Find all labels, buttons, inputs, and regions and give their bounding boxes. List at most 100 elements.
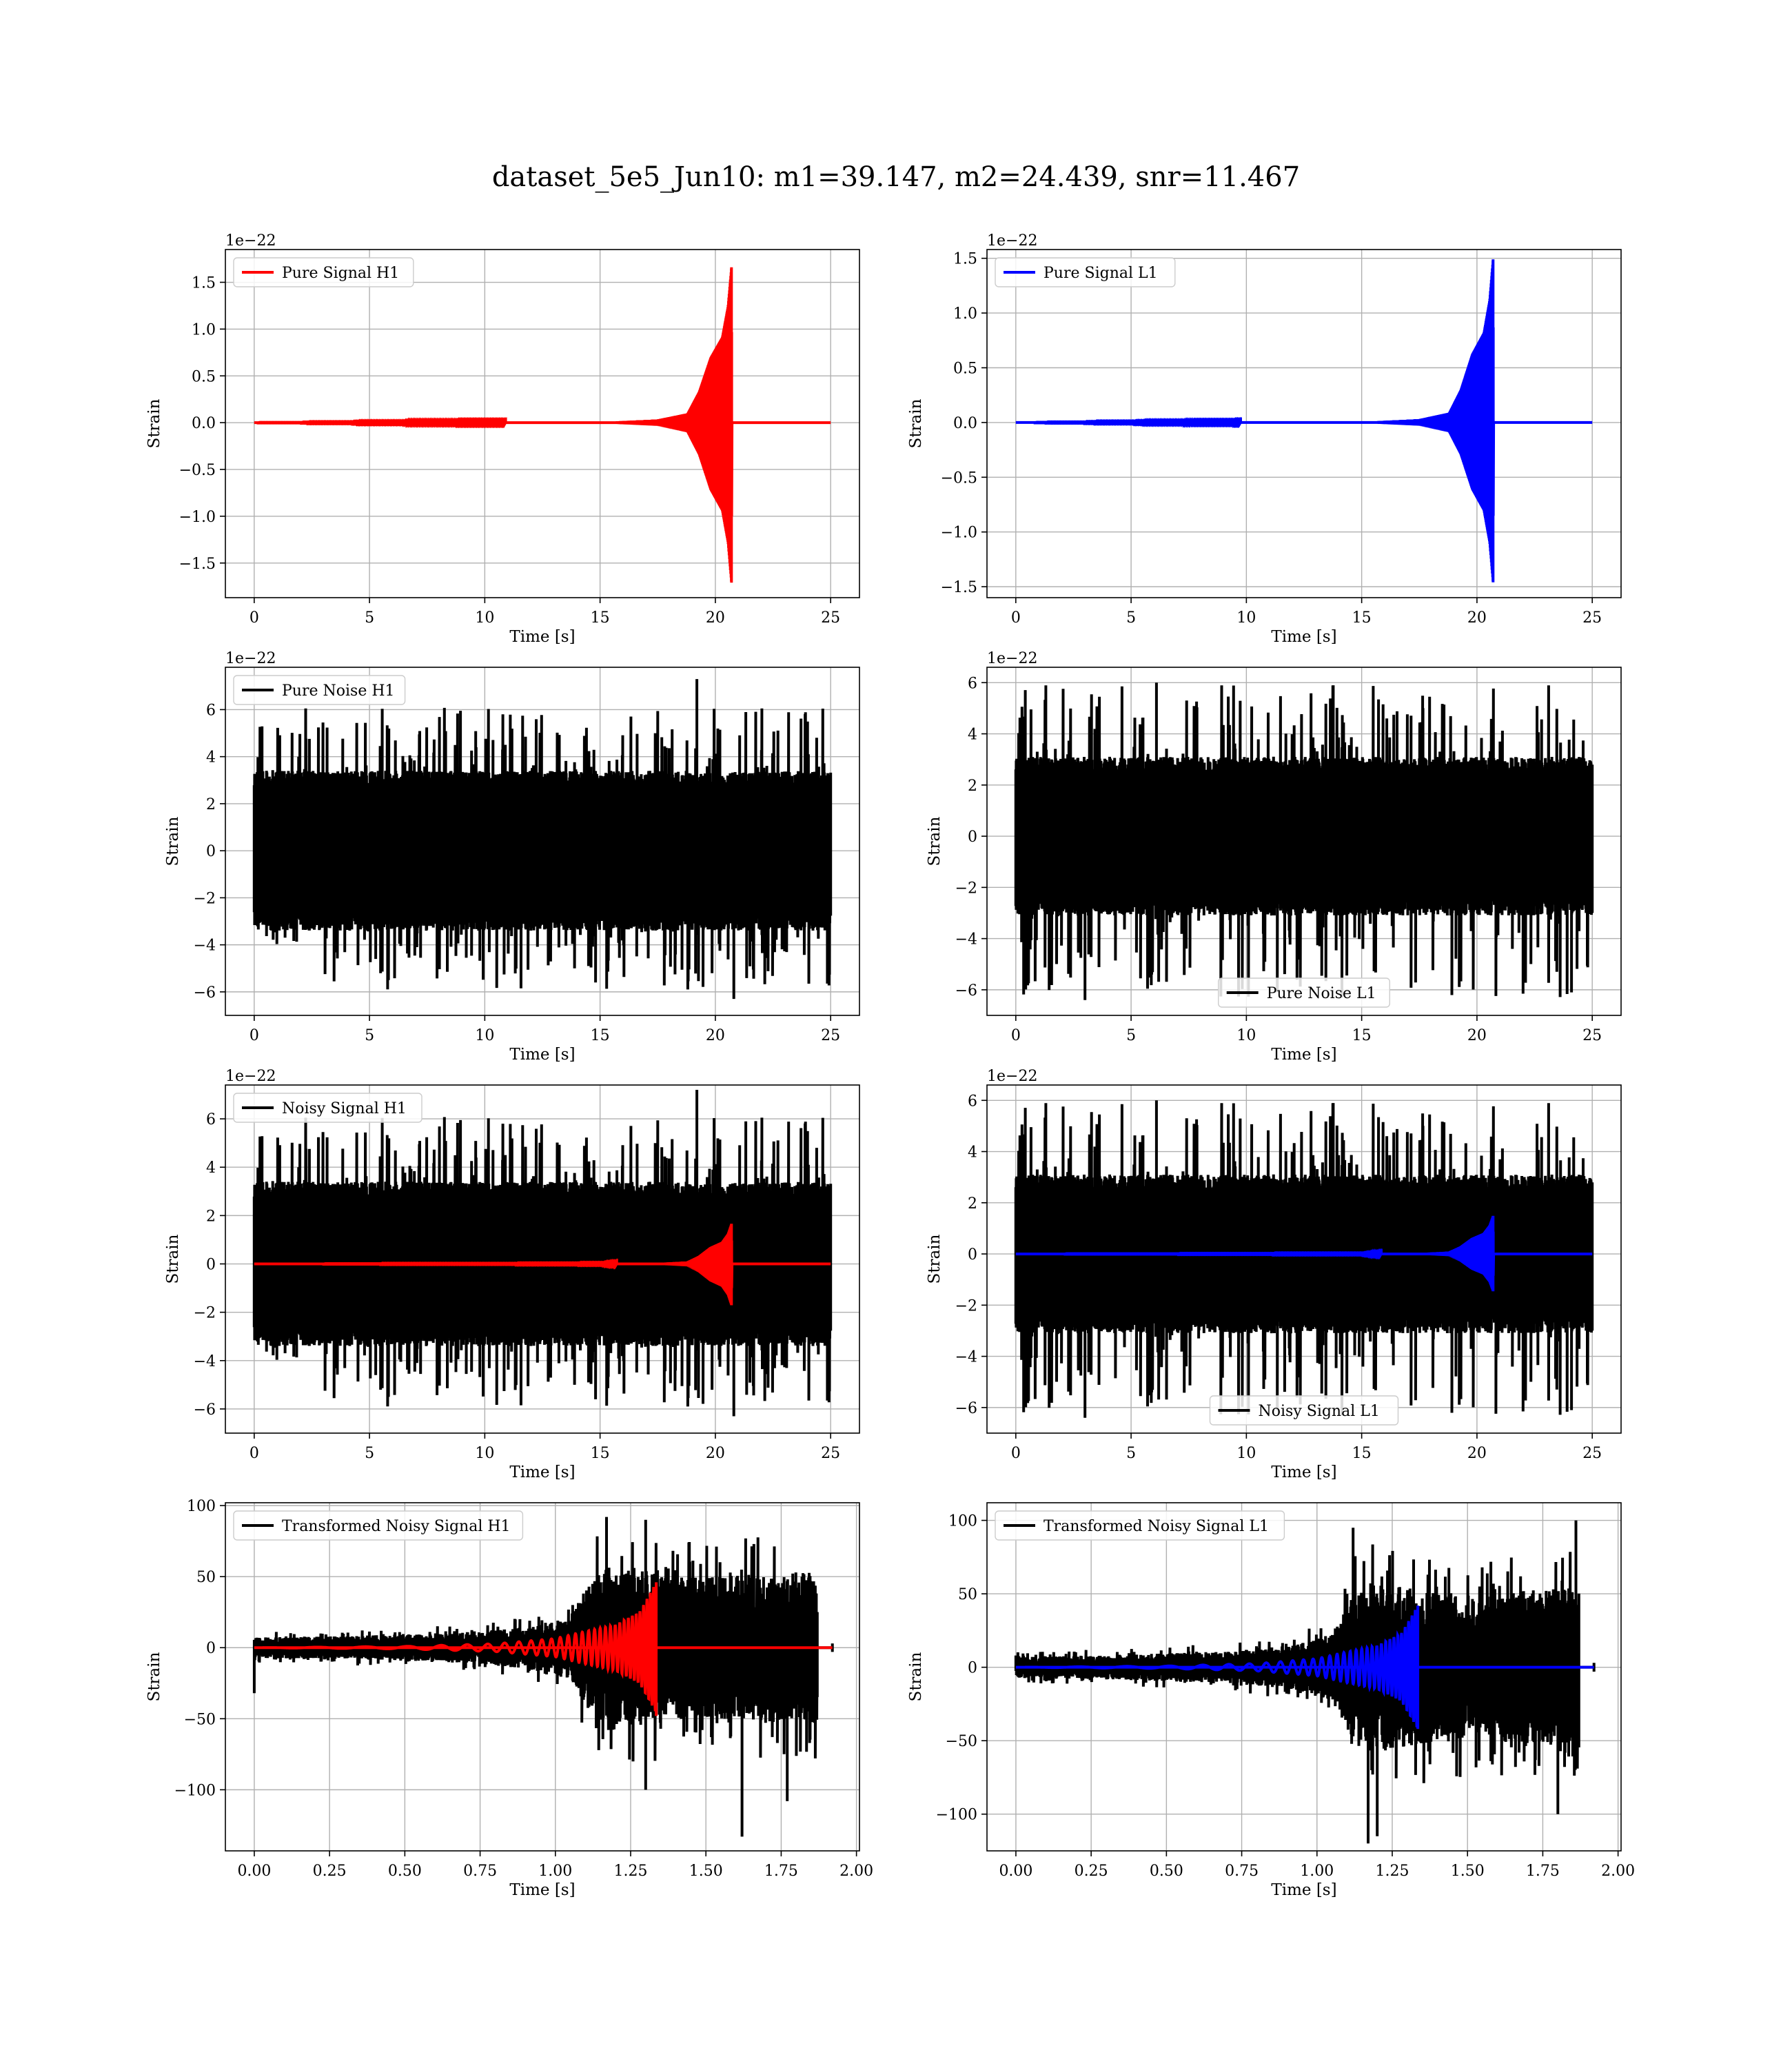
y-offset-text: 1e−22 [987, 232, 1037, 250]
x-axis-label: Time [s] [509, 1046, 575, 1064]
series-overlay-1 [254, 1582, 833, 1716]
y-tick-label: −4 [955, 931, 977, 949]
series-overlay-1 [1015, 1215, 1593, 1292]
y-tick-label: 1.5 [192, 275, 216, 292]
y-tick-label: 6 [206, 702, 216, 719]
x-tick-label: 0.75 [463, 1863, 497, 1880]
series-pure-noise-l1 [1014, 682, 1594, 1000]
legend: Pure Noise L1 [1217, 977, 1390, 1008]
x-tick-label: 15 [1352, 609, 1372, 627]
y-tick-label: −0.5 [941, 469, 977, 487]
x-tick-label: 1.25 [1376, 1863, 1409, 1880]
y-axis-label: Strain [145, 398, 163, 448]
x-tick-label: 0.00 [237, 1863, 271, 1880]
series-noisy-signal-h1 [252, 1090, 833, 1417]
legend-box [995, 257, 1176, 287]
y-tick-label: 0 [206, 843, 216, 860]
y-axis: −1.5 −1.0 −0.5 0.0 0.5 1.0 1.5 Strain [145, 275, 225, 573]
y-tick-label: 0 [968, 1660, 977, 1677]
axes-frame [986, 1084, 1622, 1434]
series-pure-signal-h1 [254, 267, 831, 583]
subplot-noisy-signal-h1: 0 5 10 15 20 25 Time [s] −6 −4 −2 0 2 4 6 Strain 1e−22 N… [164, 1068, 860, 1481]
x-tick-label: 15 [591, 1445, 610, 1462]
x-tick-label: 0 [250, 609, 259, 627]
x-tick-label: 2.00 [1601, 1863, 1635, 1880]
y-tick-label: 4 [968, 1144, 977, 1162]
y-tick-label: −6 [194, 1401, 216, 1419]
subplot-transformed-noisy-signal-h1: 0.00 0.25 0.50 0.75 1.00 1.25 1.50 1.75 2.00 Time… [145, 1498, 873, 1899]
y-offset-text: 1e−22 [225, 650, 276, 667]
series-overlay-1 [254, 1224, 831, 1306]
x-tick-label: 0 [250, 1445, 259, 1462]
x-tick-label: 10 [475, 1445, 494, 1462]
y-axis-label: Strain [164, 1234, 182, 1284]
legend-label: Transformed Noisy Signal H1 [282, 1518, 511, 1535]
y-tick-label: −4 [194, 937, 216, 955]
y-tick-label: −100 [174, 1782, 216, 1799]
y-axis-label: Strain [164, 816, 182, 866]
y-tick-label: 0 [206, 1257, 216, 1274]
y-tick-label: −6 [955, 1400, 977, 1417]
x-tick-label: 15 [1352, 1445, 1372, 1462]
x-axis: 0 5 10 15 20 25 Time [s] [250, 1433, 840, 1481]
y-tick-label: 0 [968, 829, 977, 846]
y-offset-text: 1e−22 [225, 232, 276, 250]
x-tick-label: 1.00 [538, 1863, 572, 1880]
x-axis-label: Time [s] [509, 1463, 575, 1481]
legend: Noisy Signal L1 [1209, 1395, 1399, 1426]
y-tick-label: 50 [196, 1569, 216, 1586]
legend-label: Noisy Signal L1 [1259, 1403, 1380, 1420]
x-tick-label: 0.25 [1075, 1863, 1108, 1880]
y-axis-label: Strain [145, 1652, 163, 1701]
x-tick-label: 0 [1011, 609, 1021, 627]
legend-label: Transformed Noisy Signal L1 [1043, 1518, 1269, 1535]
x-tick-label: 20 [706, 1027, 725, 1044]
y-tick-label: 100 [187, 1498, 216, 1515]
axes-frame [986, 1502, 1622, 1852]
subplot-pure-noise-l1: 0 5 10 15 20 25 Time [s] −6 −4 −2 0 2 4 6 Strain 1e−22 P… [926, 650, 1622, 1064]
y-axis: −6 −4 −2 0 2 4 6 Strain [164, 1111, 225, 1419]
y-tick-label: −1.0 [179, 509, 216, 526]
x-tick-label: 5 [365, 1445, 374, 1462]
x-axis-label: Time [s] [509, 1881, 575, 1899]
x-tick-label: 5 [365, 609, 374, 627]
legend: Transformed Noisy Signal L1 [995, 1510, 1285, 1541]
x-tick-label: 20 [706, 1445, 725, 1462]
x-tick-label: 1.75 [764, 1863, 798, 1880]
x-tick-label: 10 [475, 1027, 494, 1044]
y-tick-label: 0.5 [192, 368, 216, 385]
legend-box [1209, 1395, 1399, 1426]
y-tick-label: −2 [194, 1305, 216, 1322]
legend-label: Pure Noise H1 [282, 682, 395, 700]
y-tick-label: 4 [968, 727, 977, 744]
y-tick-label: −6 [955, 982, 977, 1000]
y-tick-label: 50 [958, 1586, 977, 1603]
y-tick-label: 0.5 [953, 361, 977, 378]
x-tick-label: 2.00 [839, 1863, 873, 1880]
x-axis: 0.00 0.25 0.50 0.75 1.00 1.25 1.50 1.75 2.00 Time… [999, 1851, 1635, 1899]
y-tick-label: 1.0 [953, 305, 977, 323]
y-tick-label: −1.0 [941, 525, 977, 542]
x-axis-label: Time [s] [1271, 628, 1336, 646]
y-axis: −6 −4 −2 0 2 4 6 Strain [926, 1093, 987, 1417]
y-tick-label: −4 [955, 1349, 977, 1366]
x-tick-label: 0 [1011, 1445, 1021, 1462]
legend: Pure Noise H1 [233, 675, 406, 705]
x-tick-label: 0.50 [388, 1863, 422, 1880]
plot-data [1014, 682, 1594, 1000]
x-tick-label: 1.00 [1300, 1863, 1334, 1880]
y-axis-label: Strain [926, 1234, 944, 1284]
y-offset-text: 1e−22 [225, 1068, 276, 1085]
plot-data [252, 1090, 833, 1417]
legend-box [233, 1510, 524, 1541]
legend: Pure Signal L1 [995, 257, 1176, 287]
x-tick-label: 5 [1126, 1445, 1136, 1462]
subplot-pure-noise-h1: 0 5 10 15 20 25 Time [s] −6 −4 −2 0 2 4 6 Strain 1e−22 P… [164, 650, 860, 1064]
plot-data [254, 267, 831, 583]
x-tick-label: 25 [821, 609, 840, 627]
x-tick-label: 20 [706, 609, 725, 627]
legend-box [233, 257, 414, 287]
x-tick-label: 10 [1236, 609, 1256, 627]
